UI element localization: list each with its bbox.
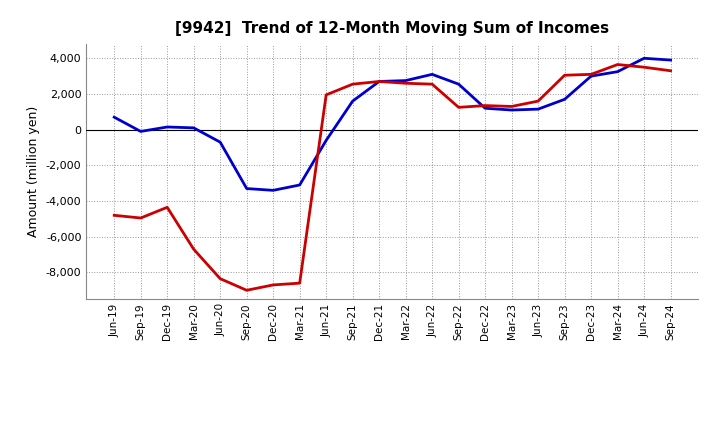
Ordinary Income <box>136 129 145 134</box>
Net Income <box>640 65 649 70</box>
Net Income <box>189 246 198 252</box>
Net Income <box>401 81 410 86</box>
Title: [9942]  Trend of 12-Month Moving Sum of Incomes: [9942] Trend of 12-Month Moving Sum of I… <box>176 21 609 36</box>
Y-axis label: Amount (million yen): Amount (million yen) <box>27 106 40 237</box>
Net Income <box>375 79 384 84</box>
Net Income <box>322 92 330 98</box>
Net Income <box>269 282 277 288</box>
Net Income <box>613 62 622 67</box>
Net Income <box>560 73 569 78</box>
Net Income <box>587 72 595 77</box>
Ordinary Income <box>587 73 595 79</box>
Net Income <box>454 105 463 110</box>
Ordinary Income <box>348 99 357 104</box>
Net Income <box>243 288 251 293</box>
Ordinary Income <box>401 78 410 83</box>
Net Income <box>110 213 119 218</box>
Line: Net Income: Net Income <box>114 65 670 290</box>
Net Income <box>348 81 357 87</box>
Ordinary Income <box>216 139 225 145</box>
Ordinary Income <box>534 106 542 112</box>
Net Income <box>428 81 436 87</box>
Net Income <box>295 280 304 286</box>
Net Income <box>666 68 675 73</box>
Ordinary Income <box>508 107 516 113</box>
Ordinary Income <box>189 125 198 131</box>
Ordinary Income <box>481 106 490 111</box>
Net Income <box>216 276 225 281</box>
Net Income <box>163 205 171 210</box>
Ordinary Income <box>322 138 330 143</box>
Net Income <box>136 215 145 220</box>
Ordinary Income <box>375 79 384 84</box>
Legend: Ordinary Income, Net Income: Ordinary Income, Net Income <box>241 438 544 440</box>
Net Income <box>508 104 516 109</box>
Net Income <box>481 103 490 108</box>
Ordinary Income <box>613 69 622 74</box>
Ordinary Income <box>560 97 569 102</box>
Ordinary Income <box>640 55 649 61</box>
Ordinary Income <box>454 81 463 87</box>
Net Income <box>534 99 542 104</box>
Ordinary Income <box>269 188 277 193</box>
Ordinary Income <box>163 125 171 130</box>
Ordinary Income <box>110 114 119 120</box>
Ordinary Income <box>428 72 436 77</box>
Ordinary Income <box>666 58 675 63</box>
Ordinary Income <box>243 186 251 191</box>
Line: Ordinary Income: Ordinary Income <box>114 58 670 191</box>
Ordinary Income <box>295 182 304 187</box>
